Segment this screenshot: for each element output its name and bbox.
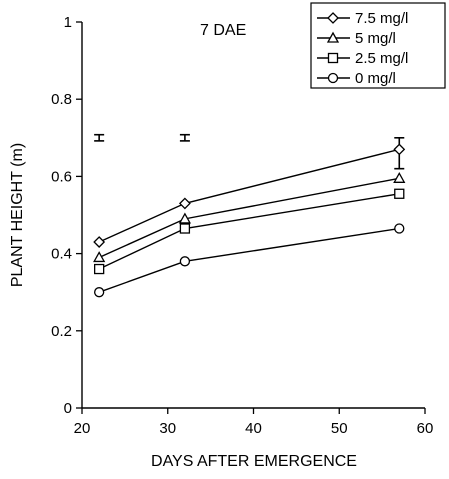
data-point	[179, 256, 191, 267]
data-point	[178, 212, 192, 224]
legend: 7.5 mg/l 5 mg/l 2.5 mg/l 0 mg/l	[310, 2, 446, 89]
legend-marker	[327, 12, 339, 24]
legend-entry: 2.5 mg/l	[317, 50, 408, 67]
series-2	[93, 171, 406, 263]
series-group	[93, 143, 406, 298]
legend-label: 2.5 mg/l	[355, 50, 408, 67]
series-3	[94, 188, 405, 275]
y-ticks: 0 0.2 0.4 0.6 0.8 1	[51, 14, 82, 417]
series-4	[94, 223, 405, 298]
y-tick-label: 0.8	[51, 91, 72, 108]
data-point	[178, 197, 191, 210]
series-1	[93, 143, 406, 248]
legend-entry: 0 mg/l	[317, 70, 396, 87]
series-line	[98, 227, 400, 293]
data-point	[93, 251, 106, 263]
x-tick-label: 50	[331, 420, 348, 437]
chart-title: 7 DAE	[200, 22, 246, 39]
x-tick-label: 20	[74, 420, 91, 437]
error-bar	[94, 133, 105, 142]
series-line	[98, 148, 400, 243]
legend-label: 7.5 mg/l	[355, 10, 408, 27]
data-point	[94, 287, 105, 298]
legend-entry: 5 mg/l	[317, 30, 396, 47]
legend-marker	[327, 52, 339, 64]
data-point	[179, 223, 191, 234]
legend-label: 0 mg/l	[355, 70, 396, 87]
data-point	[394, 188, 405, 199]
data-point	[94, 263, 105, 275]
series-line	[98, 193, 400, 270]
y-tick-label: 0.4	[51, 246, 72, 263]
legend-entry: 7.5 mg/l	[317, 10, 408, 27]
y-tick-label: 0.6	[51, 168, 72, 185]
x-axis-label: DAYS AFTER EMERGENCE	[151, 453, 357, 470]
y-tick-label: 0.2	[51, 323, 72, 340]
x-tick-label: 60	[417, 420, 434, 437]
x-tick-label: 40	[245, 420, 262, 437]
legend-marker	[326, 31, 340, 43]
legend-label: 5 mg/l	[355, 30, 396, 47]
y-tick-label: 1	[64, 14, 72, 31]
y-axis-label: PLANT HEIGHT (m)	[9, 143, 26, 287]
data-point	[394, 223, 405, 234]
data-point	[393, 143, 406, 156]
y-tick-label: 0	[64, 400, 72, 417]
x-tick-label: 30	[159, 420, 176, 437]
x-ticks: 20 30 40 50 60	[74, 408, 434, 437]
error-bar	[179, 133, 190, 142]
legend-marker	[327, 72, 339, 84]
error-bars	[94, 133, 405, 170]
data-point	[393, 171, 406, 183]
data-point	[93, 236, 106, 248]
